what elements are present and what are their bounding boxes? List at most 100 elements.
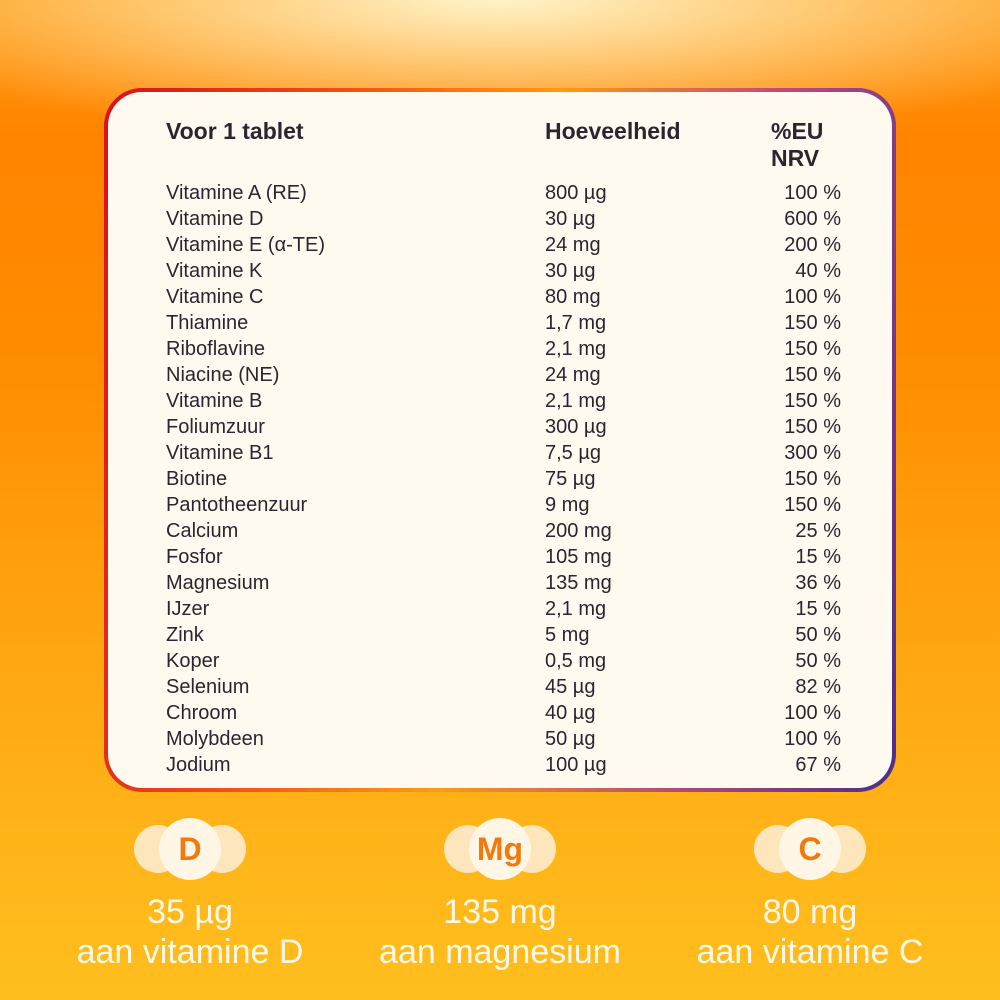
nutrient-name: Foliumzuur (166, 416, 265, 438)
nutrient-amount: 30 µg (545, 260, 596, 282)
nutrient-amount: 0,5 mg (545, 650, 607, 672)
table-row: Koper 0,5 mg 50 % (166, 648, 876, 674)
nutrient-nrv: 15 % (795, 546, 841, 568)
table-row: Magnesium 135 mg 36 % (166, 570, 876, 596)
badge-vitamin-c: C 80 mg aan vitamine C (650, 818, 970, 972)
table-row: IJzer 2,1 mg 15 % (166, 596, 876, 622)
nutrient-amount: 2,1 mg (545, 390, 607, 412)
nutrient-name: Vitamine D (166, 208, 264, 230)
nutrient-name: Calcium (166, 520, 239, 542)
badge-symbol: Mg (469, 818, 531, 880)
badge-amount: 80 mg (762, 893, 858, 931)
nutrient-amount: 50 µg (545, 728, 596, 750)
header-per-tablet: Voor 1 tablet (166, 118, 304, 144)
nutrient-amount: 7,5 µg (545, 442, 602, 464)
badge-amount: 35 µg (147, 893, 233, 931)
nutrient-nrv: 50 % (795, 624, 841, 646)
badge-description: aan magnesium (379, 933, 621, 971)
nutrient-amount: 105 mg (545, 546, 612, 568)
table-row: Riboflavine 2,1 mg 150 % (166, 336, 876, 362)
nutrient-nrv: 150 % (784, 468, 841, 490)
nutrient-name: Niacine (NE) (166, 364, 280, 386)
nutrient-name: Koper (166, 650, 220, 672)
nutrient-nrv: 150 % (784, 312, 841, 334)
header-amount: Hoeveelheid (545, 118, 681, 144)
table-row: Zink 5 mg 50 % (166, 622, 876, 648)
nutrient-amount: 200 mg (545, 520, 612, 542)
badge-symbol: C (779, 818, 841, 880)
table-row: Vitamine C 80 mg 100 % (166, 284, 876, 310)
nutrient-nrv: 50 % (795, 650, 841, 672)
nutrient-name: Biotine (166, 468, 228, 490)
nutrient-nrv: 150 % (784, 390, 841, 412)
header-nrv: %EU NRV (771, 118, 881, 172)
nutrient-nrv: 15 % (795, 598, 841, 620)
table-row: Foliumzuur 300 µg 150 % (166, 414, 876, 440)
table-row: Vitamine D 30 µg 600 % (166, 206, 876, 232)
nutrient-name: Pantotheenzuur (166, 494, 308, 516)
nutrient-amount: 24 mg (545, 234, 601, 256)
nutrient-nrv: 100 % (784, 702, 841, 724)
nutrient-amount: 40 µg (545, 702, 596, 724)
nutrient-amount: 9 mg (545, 494, 590, 516)
nutrient-name: Thiamine (166, 312, 249, 334)
nutrient-amount: 100 µg (545, 754, 607, 776)
nutrient-amount: 45 µg (545, 676, 596, 698)
nutrient-name: Vitamine E (α-TE) (166, 234, 326, 256)
nutrient-name: Vitamine B1 (166, 442, 274, 464)
nutrient-amount: 5 mg (545, 624, 590, 646)
table-row: Vitamine K 30 µg 40 % (166, 258, 876, 284)
nutrient-amount: 800 µg (545, 182, 607, 204)
table-row: Fosfor 105 mg 15 % (166, 544, 876, 570)
nutrient-nrv: 25 % (795, 520, 841, 542)
table-row: Vitamine A (RE) 800 µg 100 % (166, 180, 876, 206)
nutrient-name: Zink (166, 624, 204, 646)
nutrient-nrv: 150 % (784, 494, 841, 516)
badge-amount: 135 mg (443, 893, 557, 931)
table-row: Calcium 200 mg 25 % (166, 518, 876, 544)
badge-magnesium: Mg 135 mg aan magnesium (340, 818, 660, 972)
vitamin-c-icon: C (740, 818, 880, 880)
nutrient-amount: 24 mg (545, 364, 601, 386)
table-row: Niacine (NE) 24 mg 150 % (166, 362, 876, 388)
nutrient-nrv: 150 % (784, 364, 841, 386)
nutrition-table-card: Voor 1 tablet Hoeveelheid %EU NRV Vitami… (108, 92, 892, 788)
table-row: Thiamine 1,7 mg 150 % (166, 310, 876, 336)
header-nrv-line2: NRV (771, 145, 820, 171)
nutrient-nrv: 100 % (784, 728, 841, 750)
nutrient-name: Vitamine C (166, 286, 264, 308)
nutrient-name: Molybdeen (166, 728, 264, 750)
nutrient-name: Chroom (166, 702, 238, 724)
nutrient-name: Selenium (166, 676, 250, 698)
nutrient-nrv: 67 % (795, 754, 841, 776)
nutrient-nrv: 300 % (784, 442, 841, 464)
nutrient-amount: 75 µg (545, 468, 596, 490)
table-row: Vitamine B1 7,5 µg 300 % (166, 440, 876, 466)
nutrient-nrv: 600 % (784, 208, 841, 230)
nutrient-rows: Vitamine A (RE) 800 µg 100 % Vitamine D 30 µ… (166, 180, 876, 778)
badge-symbol: D (159, 818, 221, 880)
nutrient-nrv: 40 % (795, 260, 841, 282)
nutrient-nrv: 150 % (784, 416, 841, 438)
nutrient-name: Vitamine A (RE) (166, 182, 307, 204)
nutrient-amount: 80 mg (545, 286, 601, 308)
table-row: Vitamine B 2,1 mg 150 % (166, 388, 876, 414)
nutrient-amount: 2,1 mg (545, 598, 607, 620)
nutrient-nrv: 36 % (795, 572, 841, 594)
table-row: Molybdeen 50 µg 100 % (166, 726, 876, 752)
nutrient-amount: 30 µg (545, 208, 596, 230)
vitamin-d-icon: D (120, 818, 260, 880)
nutrient-amount: 135 mg (545, 572, 612, 594)
table-row: Biotine 75 µg 150 % (166, 466, 876, 492)
magnesium-icon: Mg (430, 818, 570, 880)
nutrient-amount: 1,7 mg (545, 312, 607, 334)
nutrition-table-frame: Voor 1 tablet Hoeveelheid %EU NRV Vitami… (104, 88, 896, 792)
table-row: Pantotheenzuur 9 mg 150 % (166, 492, 876, 518)
nutrient-amount: 300 µg (545, 416, 607, 438)
nutrient-name: Vitamine K (166, 260, 263, 282)
nutrient-nrv: 82 % (795, 676, 841, 698)
nutrient-amount: 2,1 mg (545, 338, 607, 360)
nutrient-nrv: 200 % (784, 234, 841, 256)
badge-description: aan vitamine D (76, 933, 304, 971)
nutrient-nrv: 100 % (784, 286, 841, 308)
